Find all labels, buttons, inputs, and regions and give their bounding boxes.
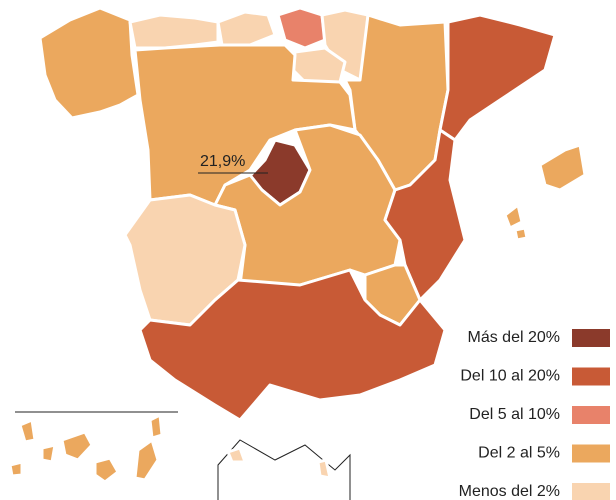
region [148,413,164,440]
region [128,13,220,50]
region [18,418,37,444]
legend: Más del 20% Del 10 al 20% Del 5 al 10% Del … [459,329,610,500]
region [316,458,332,480]
region [133,438,160,482]
region [226,446,247,464]
region [60,430,94,462]
legend-swatch [572,444,610,463]
canary-islands [8,411,178,484]
region [538,143,587,192]
region [8,460,24,478]
region [216,10,277,47]
region [93,456,120,484]
legend-label: Del 10 al 20% [460,368,560,385]
inset-border [217,439,351,500]
legend-swatch [572,406,610,424]
region [40,443,57,464]
region [503,203,524,230]
region [438,13,557,142]
legend-swatch [572,367,610,386]
ceuta-melilla [217,439,351,500]
regions [38,6,587,422]
legend-label: Del 2 al 5% [478,445,560,462]
region [38,6,140,120]
region [276,6,327,50]
region [513,226,529,242]
legend-label: Más del 20% [468,329,561,346]
region [138,268,447,422]
legend-label: Menos del 2% [459,483,560,500]
legend-swatch [572,329,610,347]
legend-swatch [572,483,610,500]
legend-label: Del 5 al 10% [469,406,560,423]
annotation: 21,9% [200,153,245,170]
